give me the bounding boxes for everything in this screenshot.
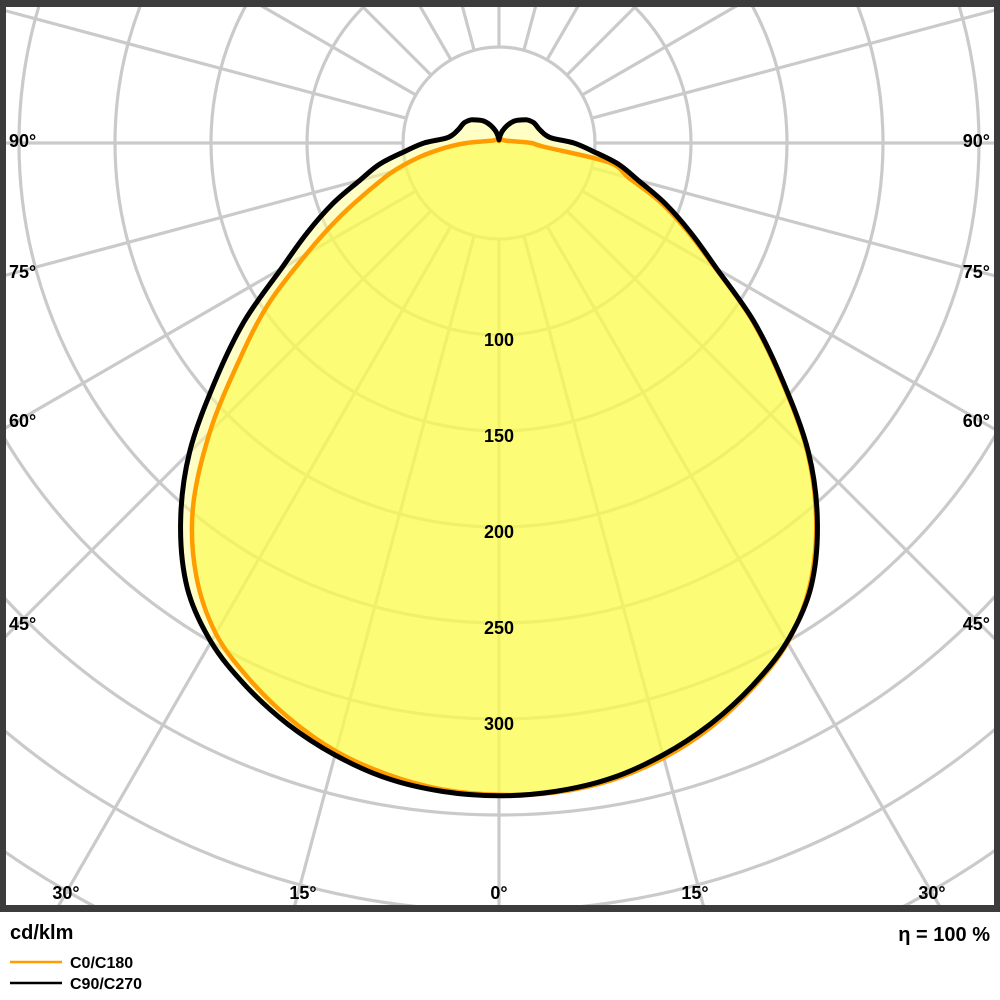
ring-value-labels: 100 150 200 250 300 [484, 330, 514, 734]
footer: cd/klm η = 100 % C0/C180 C90/C270 [10, 922, 990, 993]
legend: C0/C180 C90/C270 [10, 955, 142, 993]
grid-radial-line [6, 9, 407, 120]
grid-radial-line [591, 8, 994, 120]
legend-label-c90-c270: C90/C270 [70, 976, 142, 993]
grid-radial-line [581, 7, 738, 97]
ring-value-label: 250 [484, 618, 514, 638]
border-top [0, 0, 1000, 7]
angle-label-right: 60° [963, 411, 990, 431]
efficiency-label: η = 100 % [898, 924, 990, 946]
plot-border [0, 0, 1000, 912]
border-bottom [0, 905, 1000, 912]
ring-value-label: 200 [484, 522, 514, 542]
angle-label-bottom: 30° [52, 883, 79, 903]
angle-label-left: 90° [9, 131, 36, 151]
angle-label-left: 45° [9, 614, 36, 634]
angle-label-bottom: 30° [918, 883, 945, 903]
distribution-curves [178, 117, 820, 799]
grid-radial-line [6, 189, 417, 430]
legend-label-c0-c180: C0/C180 [70, 955, 133, 972]
angle-label-left: 60° [9, 411, 36, 431]
ring-value-label: 100 [484, 330, 514, 350]
ring-value-label: 300 [484, 714, 514, 734]
grid-radial-line [581, 189, 994, 431]
curve-line-c90-c270 [178, 117, 820, 799]
grid-radial-line [591, 166, 994, 278]
border-right [994, 0, 1000, 912]
grid-radial-line [6, 166, 407, 277]
angle-label-left: 75° [9, 262, 36, 282]
grid-radial-line [260, 7, 417, 97]
curve-fill-c0-c180 [191, 139, 817, 795]
border-left [0, 0, 6, 912]
angle-label-right: 45° [963, 614, 990, 634]
angle-label-right: 75° [963, 262, 990, 282]
unit-label: cd/klm [10, 922, 73, 944]
angle-label-right: 90° [963, 131, 990, 151]
angle-label-bottom: 15° [289, 883, 316, 903]
angle-labels: 90° 90° 75° 75° 60° 60° 45° 45° 30° 15° 0° 15° 30° [9, 131, 990, 903]
ring-value-label: 150 [484, 426, 514, 446]
angle-label-bottom: 15° [681, 883, 708, 903]
angle-label-bottom: 0° [490, 883, 507, 903]
